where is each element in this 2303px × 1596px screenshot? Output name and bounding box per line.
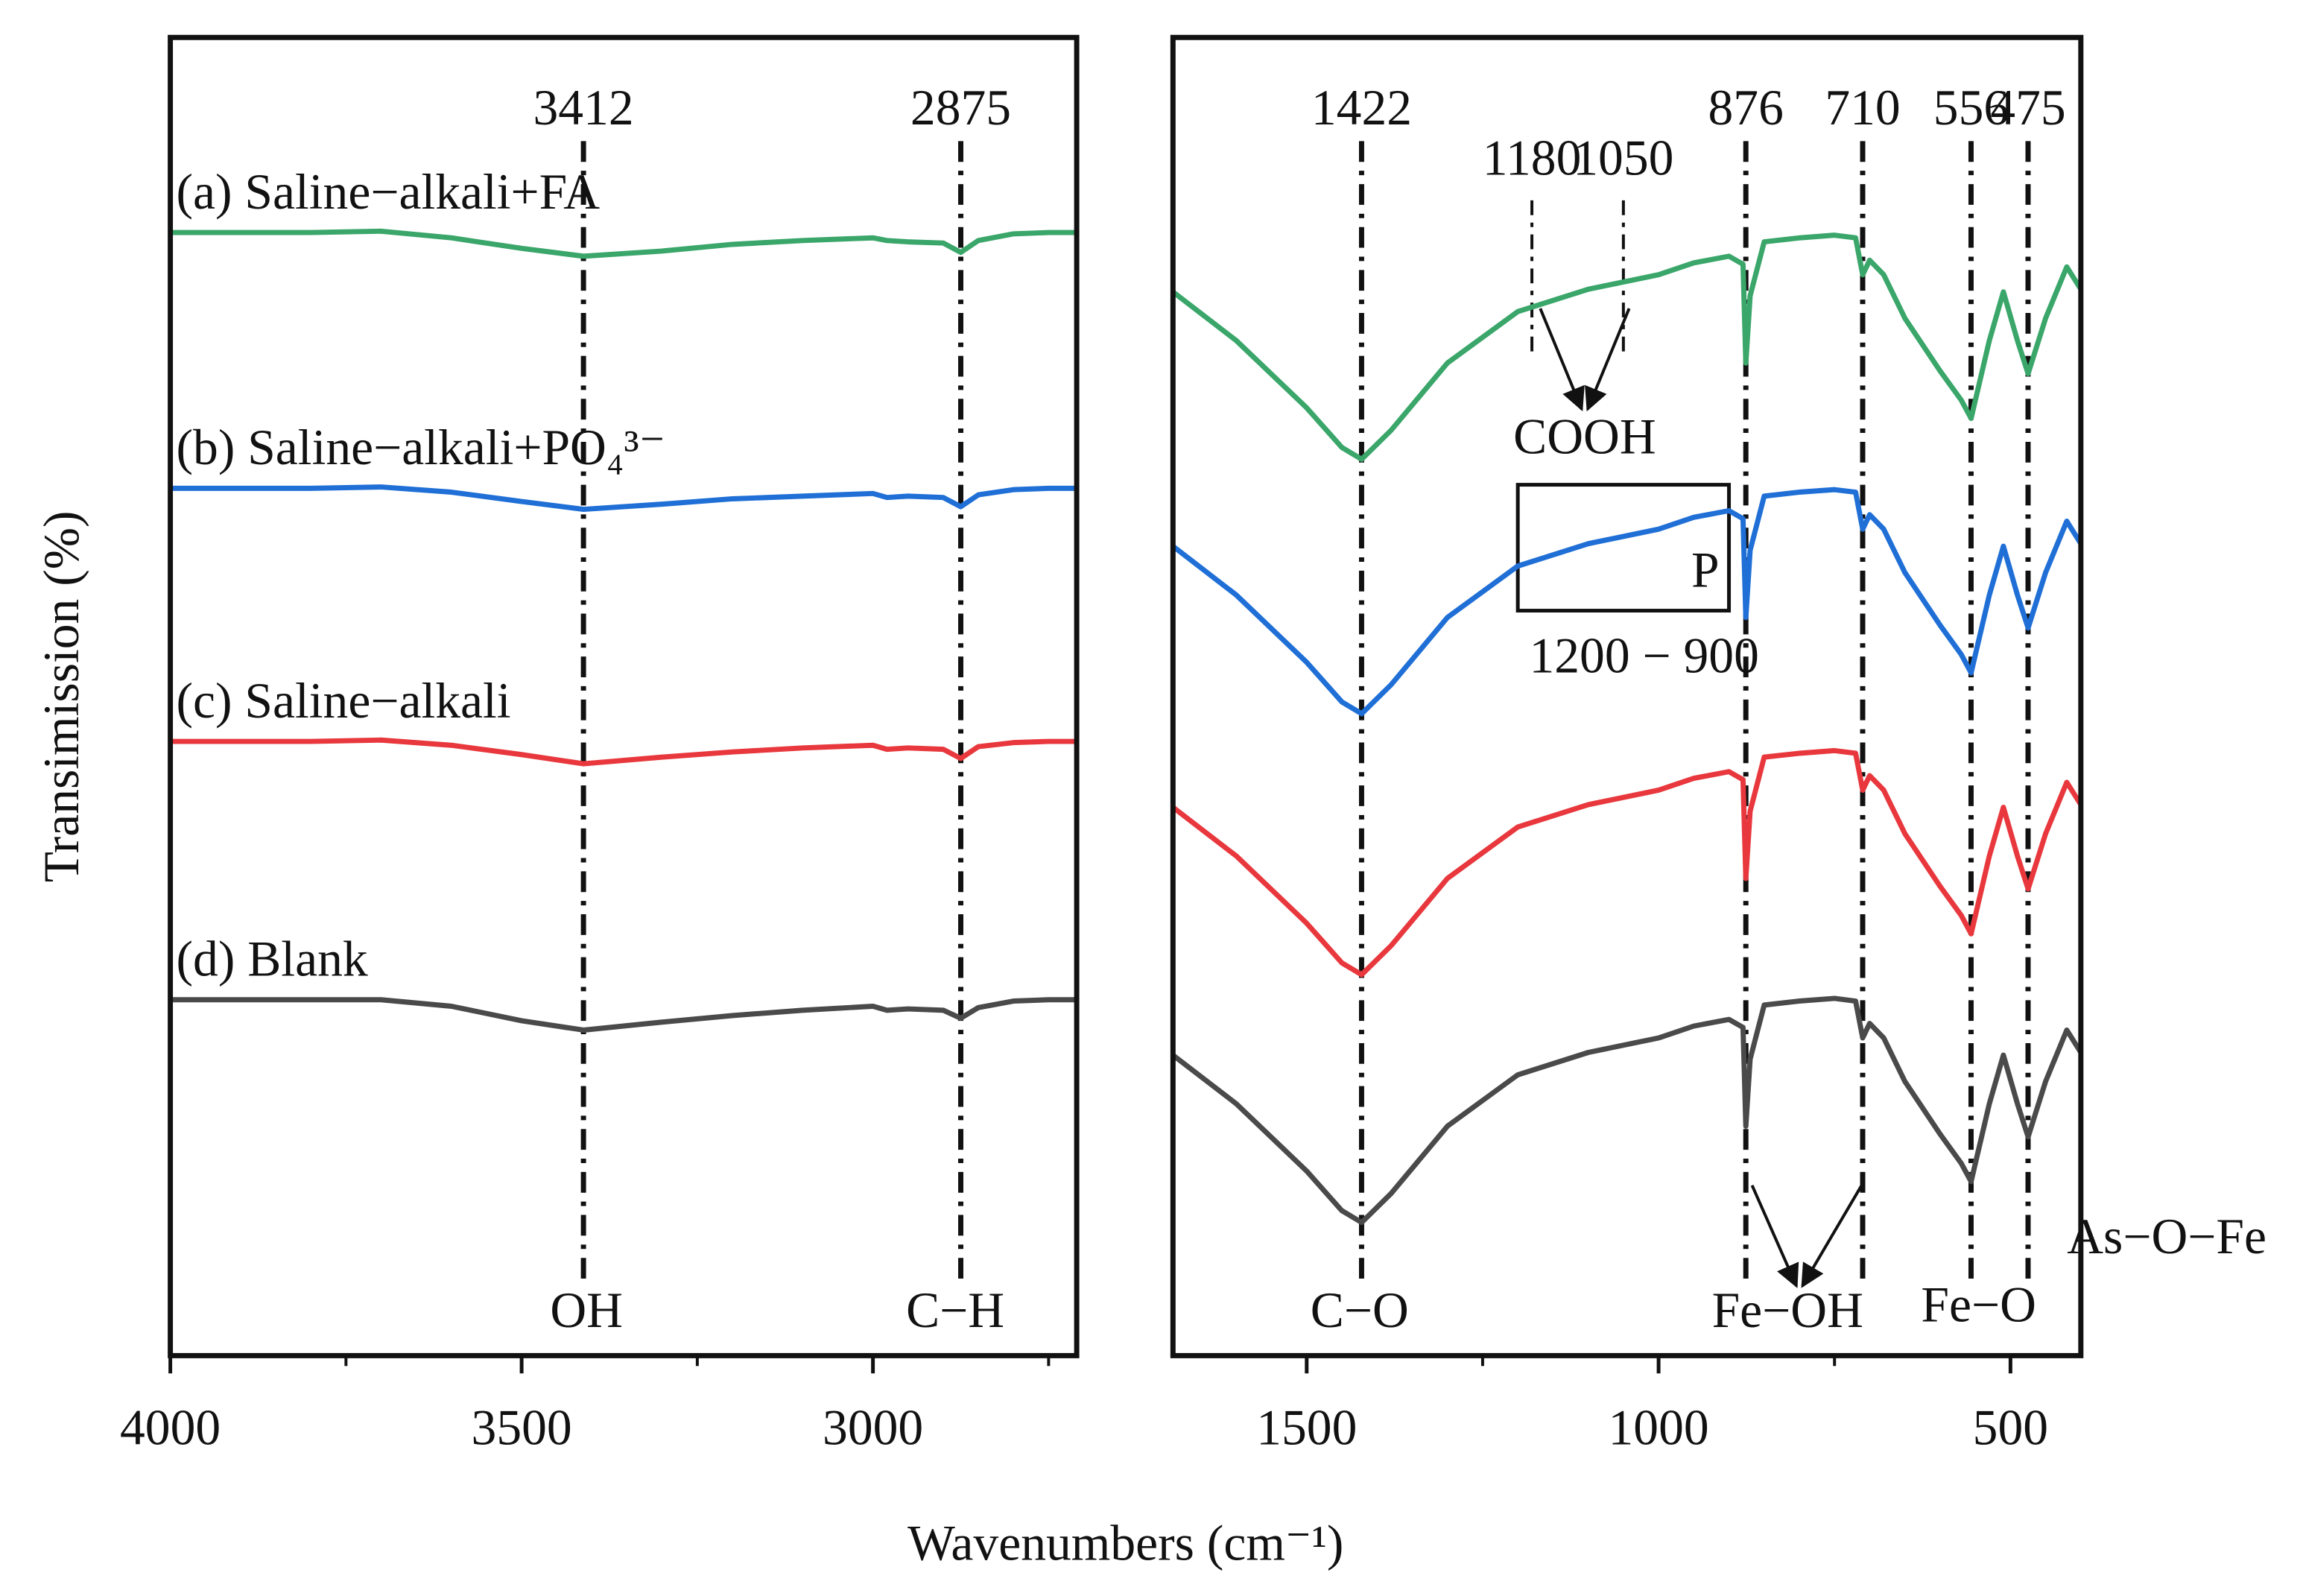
x-tick-label: 500: [1973, 1399, 2048, 1455]
series-label: (a) Saline−alkali+FA: [177, 164, 601, 220]
annotation: COOH: [1513, 408, 1656, 464]
x-axis-label: Wavenumbers (cm⁻¹): [907, 1515, 1343, 1571]
spectrum-line: [170, 737, 1077, 767]
peak-label: 876: [1708, 80, 1784, 136]
peak-label: 710: [1825, 80, 1900, 136]
x-tick-label: 3500: [472, 1399, 572, 1455]
peak-label: 1422: [1311, 80, 1412, 136]
minor-peak-label: 1050: [1573, 130, 1673, 186]
peak-label: 556: [1933, 80, 2009, 136]
annotation: Fe−OH: [1712, 1282, 1863, 1338]
region-label: 1200 − 900: [1529, 628, 1758, 684]
spectrum-line: [1171, 995, 2083, 1226]
arrow: [1750, 1185, 1799, 1288]
spectrum-line: [1171, 487, 2083, 717]
spectrum-line: [1171, 232, 2083, 462]
arrow: [1585, 308, 1631, 412]
annotation: C−H: [906, 1282, 1004, 1338]
x-tick-label: 3000: [823, 1399, 923, 1455]
x-tick-label: 1500: [1256, 1399, 1357, 1455]
series-label: (c) Saline−alkali: [177, 673, 511, 729]
peak-label: 3412: [533, 80, 634, 136]
spectrum-line: [1171, 747, 2083, 978]
annotation: As−O−Fe: [2067, 1209, 2266, 1264]
series-label: (b) Saline−alkali+PO₄³⁻: [177, 419, 666, 475]
region-box: [1515, 483, 1732, 613]
plot-frame: [1170, 34, 2084, 1358]
arrow: [1801, 1184, 1863, 1288]
spectrum-line: [170, 228, 1077, 259]
x-tick-label: 4000: [120, 1399, 221, 1455]
arrow: [1539, 308, 1585, 412]
spectrum-line: [170, 997, 1077, 1033]
annotation: C−O: [1311, 1282, 1409, 1338]
y-axis-label: Transimission (%): [34, 510, 89, 882]
peak-label: 475: [1990, 80, 2065, 136]
x-tick-label: 1000: [1609, 1399, 1709, 1455]
plot-frame: [168, 34, 1080, 1358]
region-tag: P: [1691, 542, 1720, 598]
annotation: Fe−O: [1921, 1276, 2036, 1332]
series-label: (d) Blank: [177, 931, 368, 987]
annotation: OH: [550, 1282, 623, 1338]
peak-label: 2875: [910, 80, 1011, 136]
spectrum-line: [170, 484, 1077, 513]
minor-peak-label: 1180: [1483, 130, 1582, 186]
